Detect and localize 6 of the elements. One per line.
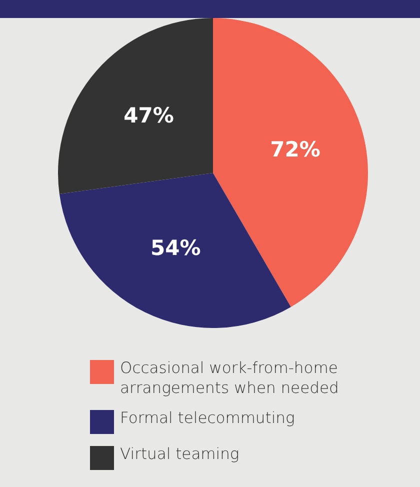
legend-label: Virtual teaming: [120, 444, 240, 464]
legend-label: Formal telecommuting: [120, 408, 295, 428]
data-label: 54%: [150, 236, 201, 260]
data-label: 72%: [270, 137, 320, 162]
legend-label: Occasional work-from-home arrangements when needed: [120, 358, 340, 398]
data-label: 47%: [124, 103, 174, 128]
